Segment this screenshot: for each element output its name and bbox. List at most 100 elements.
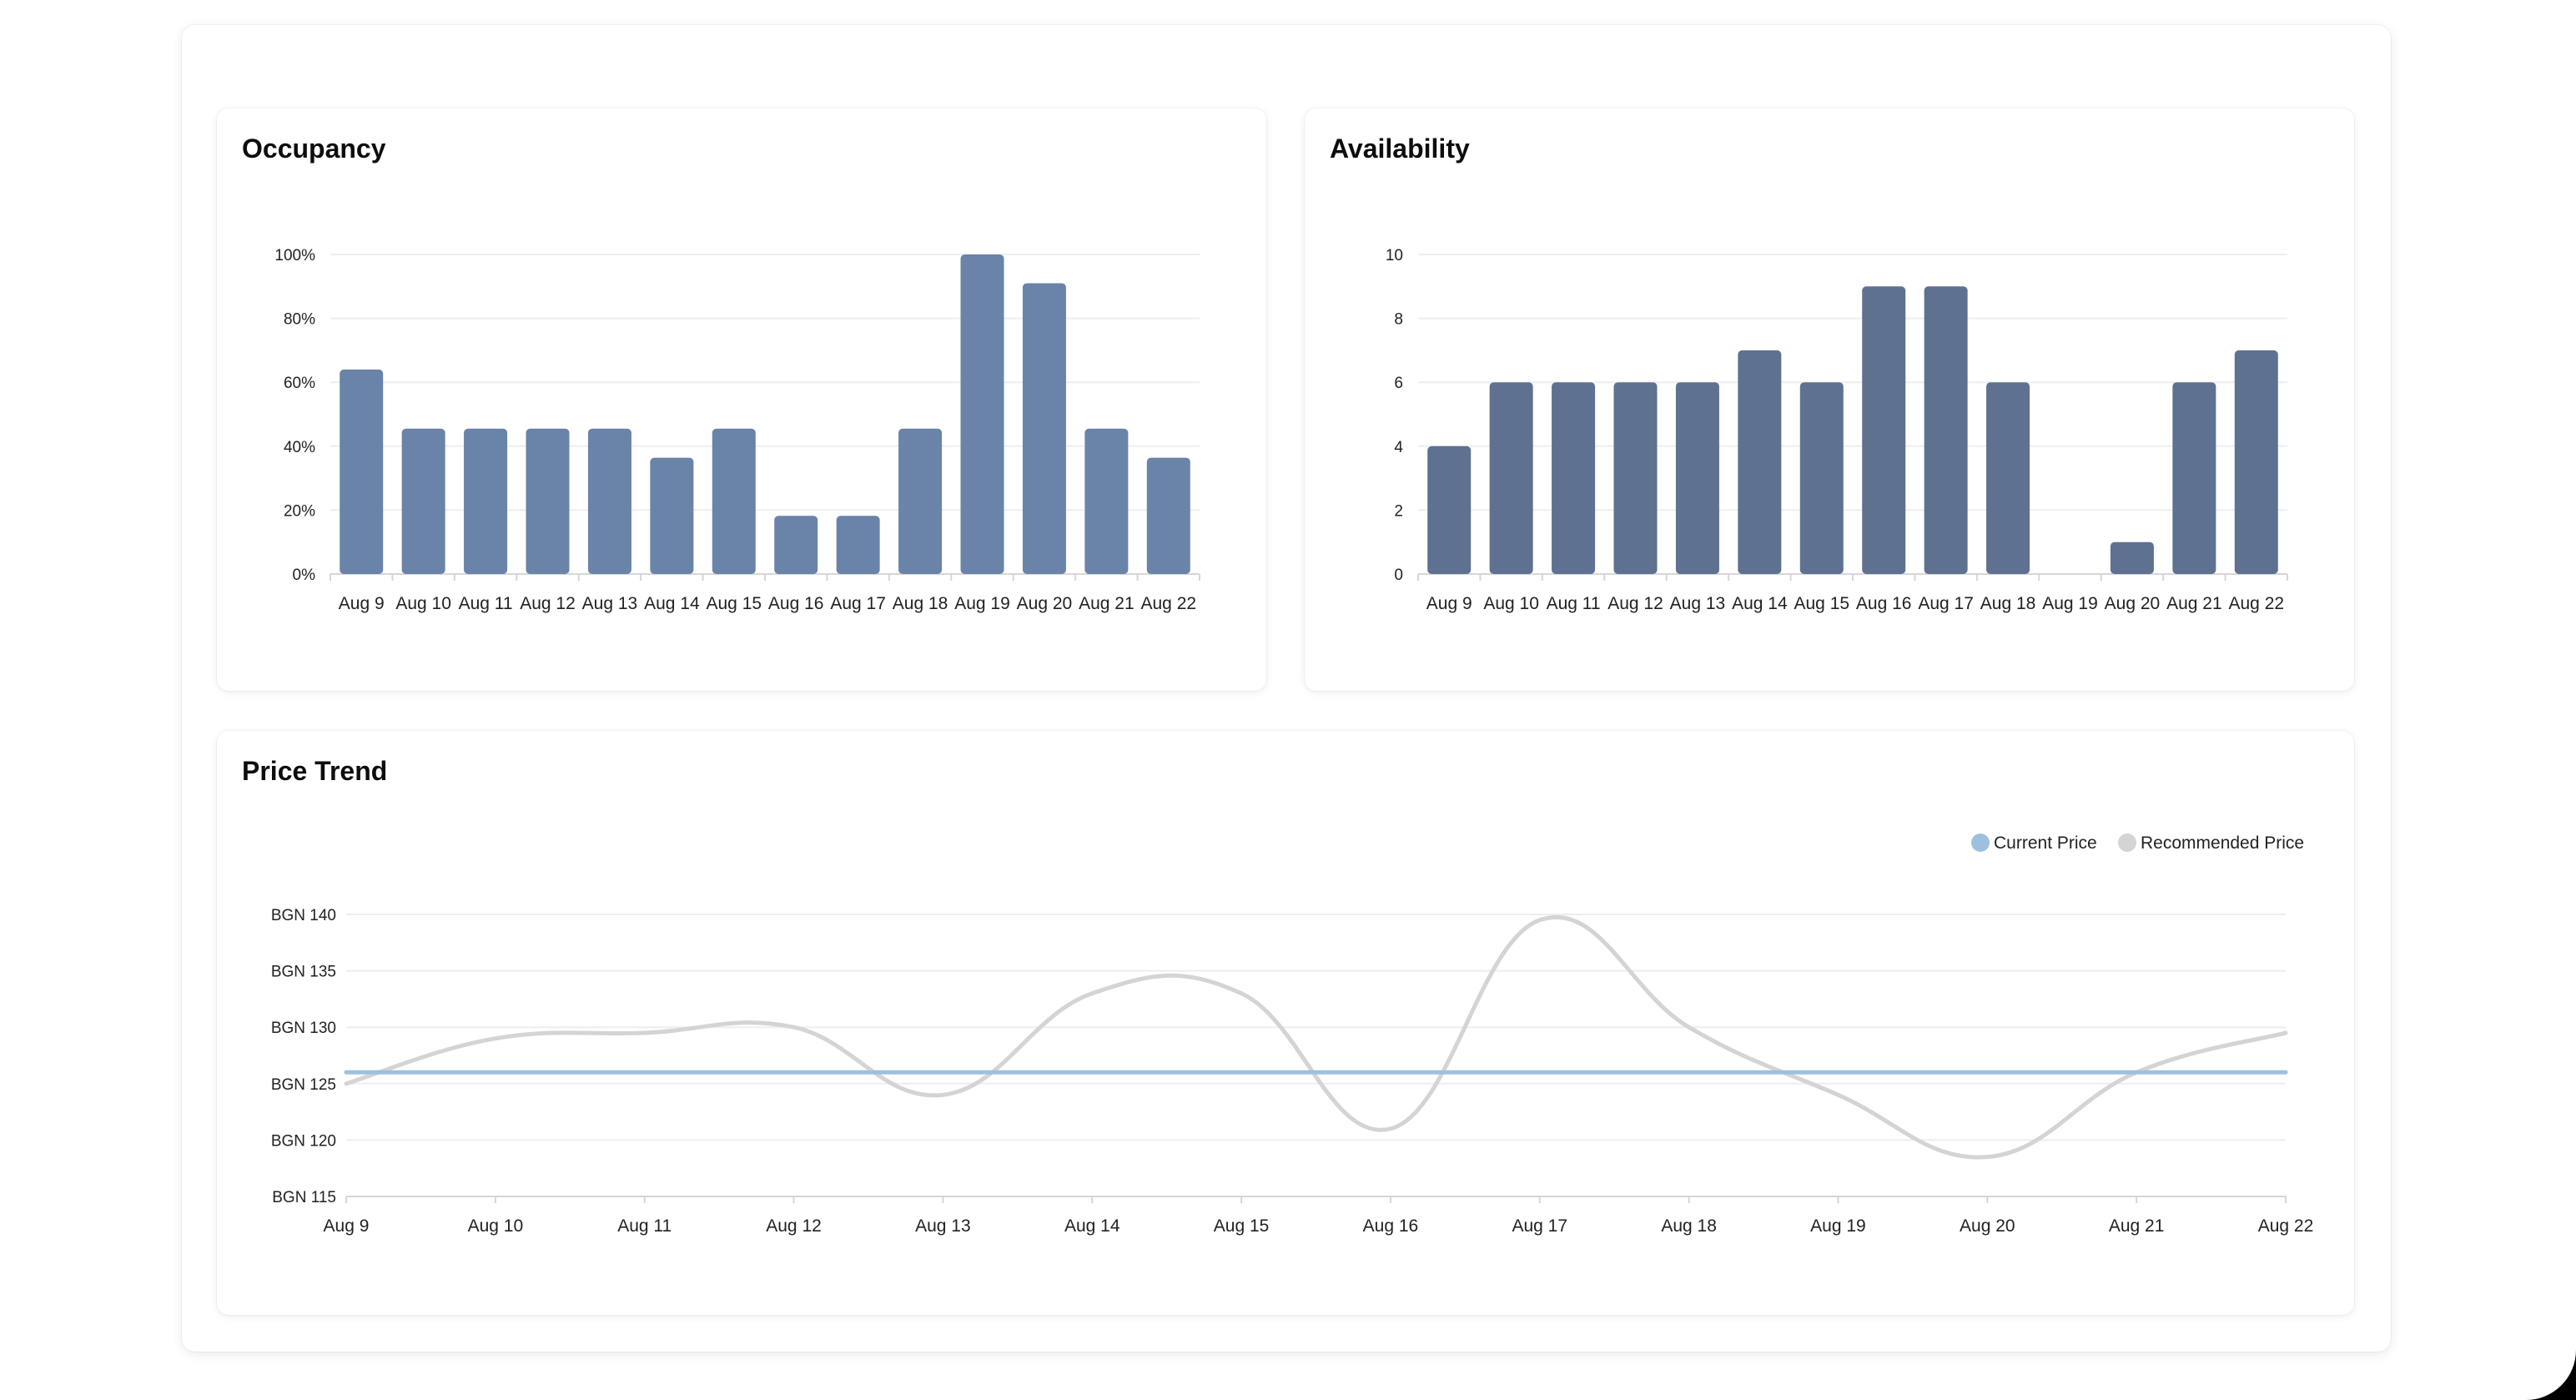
occupancy-x-tick-label: Aug 17: [830, 594, 886, 613]
availability-chart: 0 2 4 6 8 10 Aug 9 Aug 10 Aug 11 Aug 12 Aug 13 Aug …: [1386, 247, 2288, 613]
availability-y-tick-label: 2: [1394, 502, 1403, 520]
occupancy-bar: [1084, 428, 1129, 574]
occupancy-x-tick-label: Aug 9: [339, 594, 385, 613]
price-x-tick-label: Aug 22: [2258, 1216, 2314, 1236]
price-x-tick-label: Aug 21: [2109, 1216, 2165, 1236]
price-x-tick-label: Aug 13: [915, 1216, 971, 1236]
occupancy-bar: [1146, 457, 1190, 574]
occupancy-y-tick-label: 80%: [284, 311, 315, 329]
availability-x-tick-label: Aug 15: [1794, 594, 1850, 613]
occupancy-x-tick-label: Aug 14: [644, 594, 700, 613]
availability-y-tick-label: 0: [1394, 567, 1403, 584]
legend-current-price-label: Current Price: [1994, 833, 2097, 853]
occupancy-x-tick-label: Aug 10: [395, 594, 451, 613]
occupancy-bar: [340, 369, 384, 574]
occupancy-y-tick-label: 0%: [293, 567, 316, 584]
price-x-tick-label: Aug 18: [1661, 1216, 1717, 1236]
availability-x-tick-label: Aug 10: [1483, 594, 1539, 613]
availability-bar: [1986, 382, 2030, 574]
availability-x-tick-label: Aug 14: [1732, 594, 1788, 613]
occupancy-x-tick-label: Aug 16: [768, 594, 824, 613]
occupancy-y-tick-label: 100%: [274, 247, 315, 264]
availability-x-tick-label: Aug 18: [1980, 594, 2036, 613]
availability-x-tick-label: Aug 9: [1426, 594, 1472, 613]
occupancy-x-tick-label: Aug 18: [893, 594, 948, 613]
availability-x-tick-label: Aug 19: [2042, 594, 2098, 613]
occupancy-x-tick-label: Aug 12: [520, 594, 576, 613]
availability-x-tick-label: Aug 17: [1918, 594, 1974, 613]
legend-recommended-price-label: Recommended Price: [2141, 833, 2304, 853]
occupancy-x-tick-label: Aug 13: [582, 594, 638, 613]
availability-y-tick-label: 8: [1394, 311, 1403, 329]
occupancy-y-tick-label: 40%: [284, 439, 315, 456]
availability-x-tick-label: Aug 20: [2105, 594, 2161, 613]
availability-bar: [1489, 382, 1533, 574]
price-y-tick-label: BGN 125: [271, 1076, 336, 1094]
price-y-tick-label: BGN 130: [271, 1020, 336, 1037]
occupancy-bar: [898, 428, 943, 574]
availability-bar: [1738, 350, 1782, 574]
occupancy-bar: [836, 516, 880, 574]
availability-x-tick-label: Aug 11: [1547, 594, 1601, 613]
occupancy-x-tick-label: Aug 11: [459, 594, 513, 613]
price-x-tick-label: Aug 9: [324, 1216, 370, 1236]
price-x-tick-label: Aug 17: [1512, 1216, 1567, 1236]
occupancy-bar: [960, 254, 1004, 574]
occupancy-y-tick-label: 60%: [284, 375, 315, 392]
occupancy-bar: [650, 457, 694, 574]
availability-bar: [2172, 382, 2216, 574]
availability-x-tick-label: Aug 13: [1670, 594, 1726, 613]
occupancy-bar: [774, 516, 818, 574]
occupancy-card: Occupancy 0% 20% 40% 60% 80% 100% Aug 9 Aug 10 A…: [217, 108, 1266, 691]
occupancy-x-tick-label: Aug 22: [1141, 594, 1197, 613]
availability-title: Availability: [1330, 133, 1470, 164]
price-x-tick-label: Aug 20: [1960, 1216, 2015, 1236]
legend-recommended-price-swatch: [2118, 833, 2136, 852]
availability-bar: [1427, 446, 1472, 574]
occupancy-chart: 0% 20% 40% 60% 80% 100% Aug 9 Aug 10 Aug 11 Aug 1…: [274, 247, 1200, 613]
availability-bar: [1924, 286, 1968, 574]
availability-bar: [1675, 382, 1719, 574]
price-y-tick-label: BGN 140: [271, 907, 336, 924]
occupancy-y-tick-label: 20%: [284, 502, 315, 520]
availability-y-tick-label: 4: [1394, 439, 1403, 456]
occupancy-bar: [526, 428, 570, 574]
occupancy-x-tick-label: Aug 20: [1017, 594, 1073, 613]
availability-bar: [1613, 382, 1658, 574]
recommended-price-line: [344, 914, 2288, 1160]
price-trend-chart: BGN 115 BGN 120 BGN 125 BGN 130 BGN 135 BGN 1…: [271, 833, 2314, 1236]
availability-card: Availability 0 2 4 6 8 10 Aug 9 Aug 10 Aug 11 Aug…: [1305, 108, 2354, 691]
availability-bar: [1799, 382, 1844, 574]
price-x-tick-label: Aug 10: [468, 1216, 524, 1236]
availability-x-tick-label: Aug 21: [2166, 594, 2222, 613]
occupancy-bar: [401, 428, 445, 574]
availability-x-tick-label: Aug 12: [1607, 594, 1663, 613]
availability-x-tick-label: Aug 16: [1856, 594, 1912, 613]
price-y-tick-label: BGN 120: [271, 1132, 336, 1150]
occupancy-bar: [587, 428, 631, 574]
price-x-tick-label: Aug 14: [1064, 1216, 1120, 1236]
price-y-tick-label: BGN 135: [271, 964, 336, 981]
availability-bar: [1552, 382, 1596, 574]
occupancy-title: Occupancy: [242, 133, 386, 164]
occupancy-bar: [712, 428, 756, 574]
screen-corner: [2518, 1342, 2576, 1400]
price-y-tick-label: BGN 115: [272, 1189, 336, 1206]
availability-bar: [2110, 541, 2154, 574]
availability-x-tick-label: Aug 22: [2229, 594, 2285, 613]
availability-y-tick-label: 10: [1386, 247, 1403, 264]
occupancy-bar: [1022, 283, 1066, 574]
availability-y-tick-label: 6: [1394, 375, 1403, 392]
availability-bar: [1862, 286, 1906, 574]
occupancy-x-tick-label: Aug 21: [1079, 594, 1135, 613]
occupancy-x-tick-label: Aug 15: [707, 594, 762, 613]
price-x-tick-label: Aug 19: [1810, 1216, 1866, 1236]
price-trend-title: Price Trend: [242, 756, 388, 786]
availability-bar: [2234, 350, 2278, 574]
price-trend-card: Price Trend BGN 115 BGN 120 BGN 125 BGN 130…: [217, 731, 2354, 1315]
legend-current-price-swatch: [1971, 833, 1990, 852]
price-x-tick-label: Aug 11: [617, 1216, 672, 1236]
occupancy-x-tick-label: Aug 19: [954, 594, 1010, 613]
price-x-tick-label: Aug 15: [1214, 1216, 1270, 1236]
occupancy-bar: [464, 428, 508, 574]
